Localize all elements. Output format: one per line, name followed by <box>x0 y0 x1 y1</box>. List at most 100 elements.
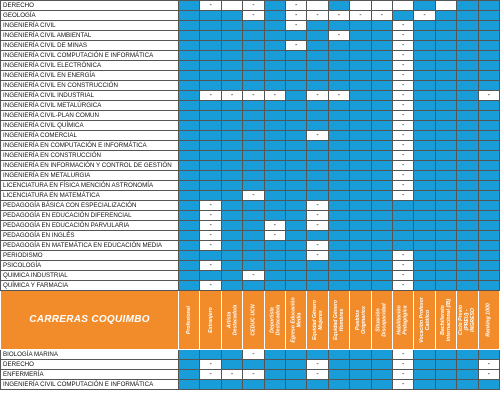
cell-not-available: - <box>306 90 329 101</box>
career-name: BIOLOGÍA MARINA <box>0 349 180 360</box>
cell-available <box>370 359 393 370</box>
cell-not-available: - <box>391 50 415 61</box>
career-name: INGENIERÍA CIVIL EN ENERGÍA <box>0 70 180 81</box>
cell-available <box>370 130 393 141</box>
cell-available <box>434 80 458 91</box>
column-header: Bachillerato Internacional (IB) <box>434 290 458 350</box>
cell-available <box>477 170 500 181</box>
cell-not-available: - <box>199 260 222 271</box>
cell-available <box>263 369 287 380</box>
cell-available <box>306 20 329 31</box>
cell-available <box>327 250 351 261</box>
cell-available <box>220 120 244 131</box>
cell-available <box>434 240 458 251</box>
cell-available <box>327 80 351 91</box>
table-row: PEDAGOGÍA EN MATEMÁTICA EN EDUCACIÓN MED… <box>0 240 500 251</box>
cell-available <box>349 240 372 251</box>
column-header-label: Situación Discapacidad <box>375 303 388 337</box>
cell-available <box>220 160 244 171</box>
cell-available <box>284 379 308 390</box>
cell-available <box>178 180 201 191</box>
cell-available <box>370 240 393 251</box>
cell-available <box>349 80 372 91</box>
cell-available <box>413 90 436 101</box>
cell-available <box>220 110 244 121</box>
cell-not-available: - <box>477 90 500 101</box>
table-row: INGENIERÍA CIVIL DE MINAS - - <box>0 40 500 51</box>
cell-available <box>477 379 500 390</box>
cell-available <box>370 150 393 161</box>
cell-available <box>242 180 265 191</box>
table-row: QUÍMICA Y FARMACIA - - <box>0 280 500 291</box>
cell-available <box>306 190 329 201</box>
cell-available <box>263 20 287 31</box>
cell-available <box>199 10 222 21</box>
cell-available <box>370 50 393 61</box>
cell-available <box>306 30 329 41</box>
table-row: DERECHO - - - <box>0 0 500 11</box>
cell-available <box>434 230 458 241</box>
cell-available <box>220 80 244 91</box>
cell-not-available: - <box>263 220 287 231</box>
table-row: INGENIERÍA CIVIL COMPUTACIÓN E INFORMÁTI… <box>0 379 500 390</box>
table-row: INGENIERÍA CIVIL AMBIENTAL - - <box>0 30 500 41</box>
cell-available <box>199 250 222 261</box>
cell-available <box>413 40 436 51</box>
cell-available <box>284 120 308 131</box>
cell-available <box>220 170 244 181</box>
cell-available <box>434 110 458 121</box>
cell-available <box>413 0 436 11</box>
cell-not-available: - <box>391 90 415 101</box>
cell-available <box>349 170 372 181</box>
cell-available <box>199 170 222 181</box>
career-name: INGENIERÍA CIVIL DE MINAS <box>0 40 180 51</box>
cell-available <box>327 220 351 231</box>
cell-not-available: - <box>391 20 415 31</box>
cell-available <box>370 260 393 271</box>
cell-available <box>284 280 308 291</box>
cell-available <box>284 90 308 101</box>
cell-available <box>370 180 393 191</box>
cell-available <box>263 210 287 221</box>
cell-available <box>434 160 458 171</box>
cell-available <box>263 60 287 71</box>
cell-available <box>220 10 244 21</box>
cell-available <box>434 280 458 291</box>
cell-available <box>284 200 308 211</box>
cell-available <box>370 100 393 111</box>
cell-not-available: - <box>391 130 415 141</box>
cell-available <box>220 190 244 201</box>
cell-available <box>263 120 287 131</box>
cell-not-available: - <box>220 90 244 101</box>
cell-available <box>220 280 244 291</box>
cell-available <box>242 280 265 291</box>
cell-available <box>413 379 436 390</box>
cell-not-available: - <box>391 170 415 181</box>
cell-available <box>477 210 500 221</box>
cell-not-available: - <box>199 210 222 221</box>
cell-available <box>327 280 351 291</box>
cell-available <box>456 220 479 231</box>
cell-not-available: - <box>391 80 415 91</box>
cell-available <box>349 90 372 101</box>
cell-available <box>413 270 436 281</box>
cell-available <box>413 200 436 211</box>
column-header: Deportista Destacado/a <box>263 290 287 350</box>
cell-available <box>434 200 458 211</box>
table-row: PEDAGOGÍA EN EDUCACIÓN PARVULARIA - - - <box>0 220 500 231</box>
cell-available <box>477 180 500 191</box>
career-name: INGENIERÍA EN METALURGIA <box>0 170 180 181</box>
cell-available <box>327 379 351 390</box>
cell-available <box>370 349 393 360</box>
career-name: INGENIERÍA CIVIL INDUSTRIAL <box>0 90 180 101</box>
career-name: INGENIERÍA EN CONSTRUCCIÓN <box>0 150 180 161</box>
cell-available <box>263 70 287 81</box>
cell-available <box>306 60 329 71</box>
admission-table: DERECHO - - - GEOLOGÍA - - - - - - - INGENIERÍA CIVI… <box>0 0 500 390</box>
cell-available <box>178 110 201 121</box>
column-header-label: CEDUC UCN <box>250 304 257 336</box>
cell-available <box>306 150 329 161</box>
column-header: Equidad Género Hombres <box>327 290 351 350</box>
cell-available <box>456 240 479 251</box>
table-row: INGENIERÍA CIVIL COMPUTACIÓN E INFORMÁTI… <box>0 50 500 61</box>
